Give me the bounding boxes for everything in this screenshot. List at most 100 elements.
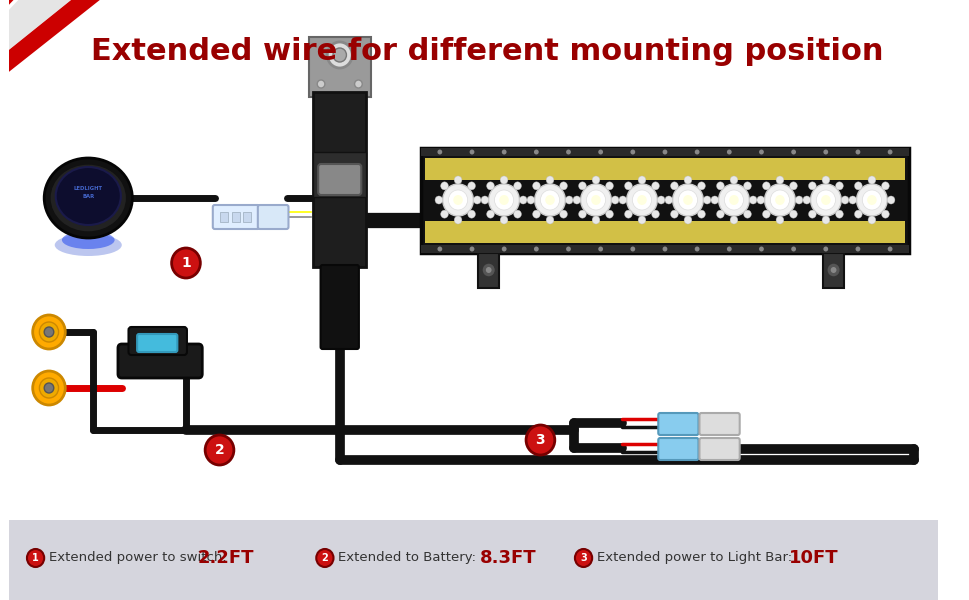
Circle shape: [730, 176, 737, 184]
Circle shape: [834, 182, 842, 190]
Circle shape: [651, 210, 659, 218]
Circle shape: [854, 182, 861, 190]
FancyBboxPatch shape: [258, 205, 288, 229]
Bar: [424, 156, 904, 245]
Text: 3: 3: [535, 433, 545, 447]
Circle shape: [440, 210, 448, 218]
Circle shape: [486, 182, 494, 190]
Circle shape: [630, 149, 635, 154]
Circle shape: [683, 216, 691, 224]
Circle shape: [810, 184, 840, 216]
Bar: [424, 158, 904, 180]
Circle shape: [829, 267, 835, 273]
Circle shape: [861, 190, 881, 210]
Circle shape: [867, 176, 875, 184]
Circle shape: [546, 216, 553, 224]
Circle shape: [821, 195, 829, 205]
Circle shape: [716, 182, 724, 190]
Polygon shape: [9, 0, 71, 50]
Circle shape: [637, 195, 646, 205]
Circle shape: [573, 196, 580, 204]
Circle shape: [808, 210, 815, 218]
Text: Extended power to switch:: Extended power to switch:: [49, 551, 227, 565]
Circle shape: [881, 182, 889, 190]
Circle shape: [756, 196, 764, 204]
Circle shape: [694, 149, 699, 154]
Circle shape: [662, 247, 667, 251]
FancyBboxPatch shape: [658, 413, 698, 435]
Circle shape: [718, 184, 748, 216]
Bar: [9, 520, 937, 600]
Circle shape: [682, 195, 692, 205]
Text: 10FT: 10FT: [788, 549, 837, 567]
Bar: [822, 253, 843, 288]
Circle shape: [453, 176, 461, 184]
Ellipse shape: [54, 234, 122, 256]
Text: 1: 1: [32, 553, 39, 563]
Circle shape: [605, 182, 612, 190]
Circle shape: [514, 210, 521, 218]
Bar: [424, 221, 904, 243]
Circle shape: [566, 149, 571, 154]
Circle shape: [172, 248, 201, 278]
Circle shape: [834, 210, 842, 218]
Circle shape: [327, 42, 352, 68]
Circle shape: [598, 247, 603, 251]
Circle shape: [730, 216, 737, 224]
Circle shape: [759, 247, 763, 251]
Circle shape: [481, 196, 488, 204]
Circle shape: [743, 182, 751, 190]
Circle shape: [624, 182, 632, 190]
Circle shape: [683, 176, 691, 184]
Circle shape: [316, 549, 333, 567]
Circle shape: [703, 196, 710, 204]
Bar: [243, 212, 251, 222]
Circle shape: [437, 247, 442, 251]
Polygon shape: [9, 0, 100, 72]
Circle shape: [867, 216, 875, 224]
Bar: [232, 212, 239, 222]
Circle shape: [672, 184, 703, 216]
Circle shape: [638, 176, 645, 184]
Circle shape: [729, 195, 738, 205]
Circle shape: [45, 383, 53, 393]
Circle shape: [822, 216, 828, 224]
Circle shape: [618, 196, 626, 204]
Text: 1: 1: [181, 256, 191, 270]
Bar: [478, 253, 499, 288]
FancyBboxPatch shape: [137, 334, 177, 352]
Circle shape: [591, 216, 599, 224]
Circle shape: [525, 425, 554, 455]
Circle shape: [565, 196, 573, 204]
Circle shape: [500, 176, 508, 184]
Circle shape: [823, 149, 828, 154]
Circle shape: [795, 196, 802, 204]
Circle shape: [586, 190, 605, 210]
Circle shape: [469, 247, 474, 251]
Circle shape: [822, 176, 828, 184]
Bar: [308, 37, 370, 97]
Circle shape: [435, 196, 442, 204]
Text: 8.3FT: 8.3FT: [480, 549, 536, 567]
Circle shape: [769, 190, 789, 210]
FancyBboxPatch shape: [212, 205, 260, 229]
Circle shape: [532, 210, 540, 218]
Bar: [220, 212, 228, 222]
FancyBboxPatch shape: [320, 265, 359, 349]
Circle shape: [710, 196, 718, 204]
Circle shape: [697, 210, 704, 218]
Circle shape: [501, 149, 506, 154]
Circle shape: [823, 247, 828, 251]
Circle shape: [332, 48, 346, 62]
Bar: [313, 152, 365, 197]
Circle shape: [469, 149, 474, 154]
Circle shape: [808, 182, 815, 190]
FancyBboxPatch shape: [699, 413, 739, 435]
Circle shape: [856, 184, 887, 216]
Circle shape: [482, 263, 495, 277]
Circle shape: [840, 196, 848, 204]
Circle shape: [887, 196, 894, 204]
Circle shape: [848, 196, 856, 204]
Circle shape: [546, 176, 553, 184]
Circle shape: [716, 210, 724, 218]
